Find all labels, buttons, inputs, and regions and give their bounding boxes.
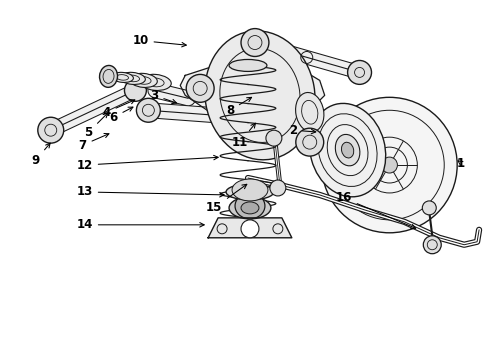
Ellipse shape [241,202,259,214]
Ellipse shape [335,134,360,166]
Ellipse shape [235,193,265,219]
Ellipse shape [232,179,268,201]
Ellipse shape [99,66,118,87]
Circle shape [423,236,441,254]
Circle shape [38,117,64,143]
Ellipse shape [310,103,386,197]
Text: 12: 12 [76,156,218,172]
Text: 2: 2 [289,124,316,137]
Ellipse shape [120,72,146,85]
Text: 8: 8 [226,97,251,117]
Circle shape [241,28,269,57]
Circle shape [270,180,286,196]
Ellipse shape [129,73,157,87]
Ellipse shape [229,197,271,219]
Text: 14: 14 [76,218,204,231]
Circle shape [241,220,259,238]
Ellipse shape [342,142,354,158]
Text: 3: 3 [150,89,176,104]
Text: 16: 16 [336,192,416,229]
Text: 11: 11 [232,123,255,149]
Text: 5: 5 [84,113,108,139]
Circle shape [136,98,160,122]
Circle shape [422,201,436,215]
Text: 13: 13 [76,185,224,198]
Circle shape [382,157,397,173]
Circle shape [296,128,324,156]
Text: 4: 4 [102,100,135,119]
Circle shape [347,60,371,84]
Text: 9: 9 [32,143,50,167]
Ellipse shape [112,72,133,82]
Polygon shape [208,218,292,238]
Polygon shape [180,58,325,120]
Ellipse shape [205,31,315,160]
Text: 7: 7 [78,134,109,152]
Text: 15: 15 [206,184,247,215]
Ellipse shape [229,59,267,71]
Text: 10: 10 [132,34,186,47]
Text: 1: 1 [457,157,465,170]
Text: 6: 6 [109,107,133,124]
Circle shape [266,130,282,146]
Ellipse shape [140,74,171,90]
Circle shape [322,97,457,233]
Ellipse shape [226,184,274,200]
Circle shape [124,80,147,101]
Circle shape [186,75,214,102]
Ellipse shape [295,93,324,132]
